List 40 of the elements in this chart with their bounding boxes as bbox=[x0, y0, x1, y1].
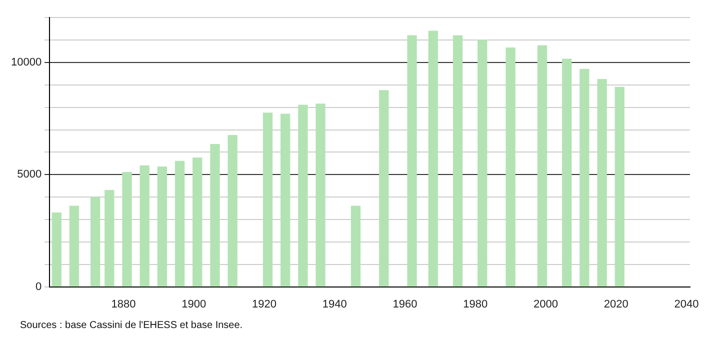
bar bbox=[52, 212, 62, 287]
bar bbox=[614, 86, 624, 287]
bar bbox=[157, 166, 168, 287]
bar bbox=[379, 90, 389, 287]
x-tick-label: 1960 bbox=[392, 298, 418, 310]
x-tick-label: 2020 bbox=[604, 298, 628, 310]
bar bbox=[537, 45, 548, 287]
bar bbox=[452, 35, 463, 287]
bar bbox=[90, 196, 100, 287]
bar bbox=[140, 165, 150, 287]
bar bbox=[350, 206, 361, 287]
bar bbox=[210, 144, 220, 287]
x-tick-label: 1880 bbox=[111, 298, 136, 310]
y-tick-label: 10000 bbox=[10, 56, 42, 68]
bar bbox=[122, 172, 132, 287]
bar bbox=[580, 68, 590, 287]
bar bbox=[478, 40, 488, 287]
y-tick-label: 0 bbox=[35, 280, 42, 293]
x-tick-label: 1980 bbox=[463, 298, 488, 310]
x-tick-label: 1900 bbox=[182, 298, 206, 310]
bar bbox=[562, 58, 572, 287]
bar bbox=[69, 206, 80, 287]
x-tick-label: 1920 bbox=[252, 298, 276, 310]
bar bbox=[316, 104, 326, 287]
source-note: Sources : base Cassini de l'EHESS et base Insee. bbox=[20, 320, 244, 331]
bar bbox=[228, 135, 238, 287]
bar bbox=[104, 190, 114, 287]
bar bbox=[407, 35, 417, 287]
bar bbox=[506, 48, 516, 287]
bar bbox=[428, 30, 438, 287]
bar bbox=[262, 112, 273, 287]
bar bbox=[298, 104, 308, 287]
x-tick-label: 2000 bbox=[533, 298, 558, 310]
bar bbox=[192, 157, 202, 287]
y-tick-label: 5000 bbox=[17, 168, 42, 181]
bar bbox=[280, 114, 290, 287]
bar bbox=[174, 160, 185, 287]
x-tick-label: 2040 bbox=[674, 298, 699, 310]
bar bbox=[597, 78, 607, 287]
x-tick-label: 1940 bbox=[322, 298, 347, 310]
